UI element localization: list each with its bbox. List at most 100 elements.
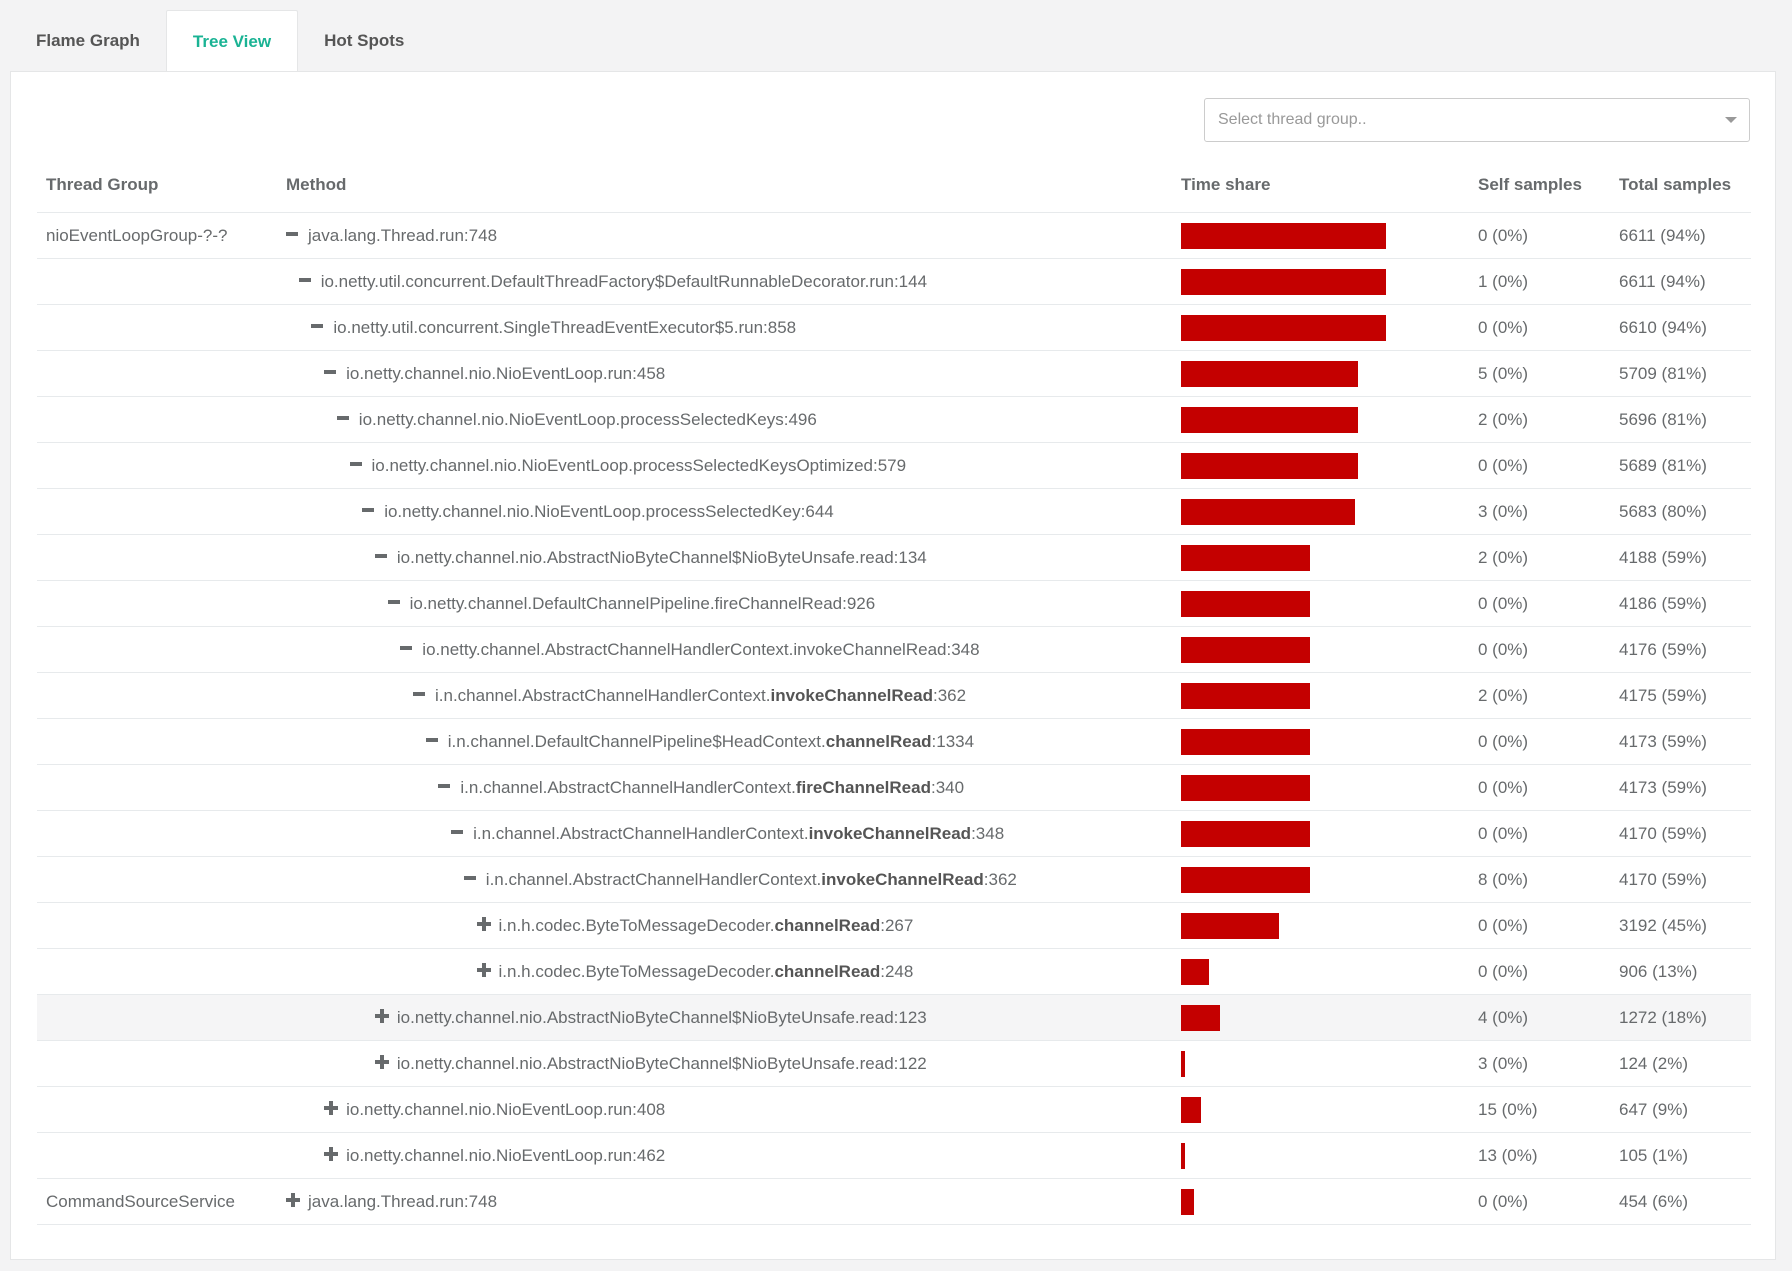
method-name: io.netty.channel.DefaultChannelPipeline.… bbox=[286, 594, 875, 613]
thread-group-cell bbox=[37, 948, 277, 995]
thread-group-cell bbox=[37, 810, 277, 857]
expand-icon[interactable] bbox=[476, 917, 491, 932]
expand-icon[interactable] bbox=[324, 1101, 339, 1116]
tab-hot-spots[interactable]: Hot Spots bbox=[324, 31, 405, 50]
method-name-bold: invokeChannelRead bbox=[821, 869, 984, 889]
method-name-prefix: io.netty.channel.nio.NioEventLoop.proces… bbox=[384, 501, 834, 521]
method-name-bold: invokeChannelRead bbox=[770, 685, 933, 705]
table-row[interactable]: io.netty.channel.DefaultChannelPipeline.… bbox=[37, 580, 1751, 627]
thread-group-select[interactable]: Select thread group.. bbox=[1204, 98, 1750, 142]
method-name-prefix: java.lang.Thread.run:748 bbox=[308, 1191, 498, 1211]
collapse-icon[interactable] bbox=[286, 228, 298, 240]
thread-group-select-placeholder: Select thread group.. bbox=[1218, 111, 1367, 128]
table-row[interactable]: i.n.channel.AbstractChannelHandlerContex… bbox=[37, 764, 1751, 811]
table-row[interactable]: io.netty.util.concurrent.SingleThreadEve… bbox=[37, 304, 1751, 351]
table-row[interactable]: i.n.h.codec.ByteToMessageDecoder.channel… bbox=[37, 948, 1751, 995]
table-row[interactable]: io.netty.channel.AbstractChannelHandlerC… bbox=[37, 626, 1751, 673]
time-share-cell bbox=[1172, 672, 1469, 719]
table-row[interactable]: io.netty.channel.nio.AbstractNioByteChan… bbox=[37, 534, 1751, 581]
method-cell: io.netty.channel.nio.NioEventLoop.proces… bbox=[277, 396, 1172, 443]
time-share-cell bbox=[1172, 258, 1469, 305]
table-row[interactable]: nioEventLoopGroup-?-? java.lang.Thread.ru… bbox=[37, 212, 1751, 259]
time-share-bar bbox=[1181, 360, 1358, 387]
self-samples-cell: 0 (0%) bbox=[1469, 764, 1610, 811]
table-row[interactable]: io.netty.channel.nio.AbstractNioByteChan… bbox=[37, 1040, 1751, 1087]
method-name-prefix: io.netty.channel.DefaultChannelPipeline.… bbox=[409, 593, 876, 613]
collapse-icon[interactable] bbox=[311, 320, 324, 332]
table-row[interactable]: CommandSourceService java.lang.Thread.run… bbox=[37, 1178, 1751, 1225]
collapse-icon[interactable] bbox=[438, 780, 451, 792]
time-share-cell bbox=[1172, 1040, 1469, 1087]
collapse-icon[interactable] bbox=[400, 642, 413, 654]
self-samples-cell: 2 (0%) bbox=[1469, 396, 1610, 443]
method-name: io.netty.channel.AbstractChannelHandlerC… bbox=[286, 640, 980, 659]
table-row[interactable]: io.netty.util.concurrent.DefaultThreadFa… bbox=[37, 258, 1751, 305]
method-name: java.lang.Thread.run:748 bbox=[286, 226, 497, 245]
expand-icon[interactable] bbox=[286, 1193, 300, 1208]
tab-bar: Flame Graph Tree View Hot Spots bbox=[10, 10, 430, 72]
time-share-cell bbox=[1172, 1086, 1469, 1133]
collapse-icon[interactable] bbox=[413, 688, 425, 700]
table-row[interactable]: i.n.channel.AbstractChannelHandlerContex… bbox=[37, 672, 1751, 719]
method-name-prefix: i.n.channel.DefaultChannelPipeline$HeadC… bbox=[447, 731, 826, 751]
thread-group-cell bbox=[37, 534, 277, 581]
thread-group-cell bbox=[37, 488, 277, 535]
expand-icon[interactable] bbox=[374, 1009, 389, 1024]
collapse-icon[interactable] bbox=[451, 826, 464, 838]
thread-group-cell bbox=[37, 580, 277, 627]
method-name: i.n.h.codec.ByteToMessageDecoder.channel… bbox=[286, 962, 913, 981]
tab-flame-graph[interactable]: Flame Graph bbox=[36, 31, 140, 50]
total-samples-cell: 5696 (81%) bbox=[1610, 396, 1751, 443]
time-share-cell bbox=[1172, 764, 1469, 811]
tab-tree-view[interactable]: Tree View bbox=[165, 10, 299, 72]
time-share-bar bbox=[1181, 406, 1358, 433]
collapse-icon[interactable] bbox=[463, 872, 476, 884]
collapse-icon[interactable] bbox=[374, 550, 387, 562]
collapse-icon[interactable] bbox=[336, 412, 349, 424]
table-row[interactable]: io.netty.channel.nio.NioEventLoop.proces… bbox=[37, 488, 1751, 535]
time-share-cell bbox=[1172, 1132, 1469, 1179]
expand-icon[interactable] bbox=[324, 1147, 339, 1162]
table-body: nioEventLoopGroup-?-? java.lang.Thread.ru… bbox=[37, 212, 1751, 1225]
table-row[interactable]: io.netty.channel.nio.NioEventLoop.proces… bbox=[37, 442, 1751, 489]
table-row[interactable]: io.netty.channel.nio.NioEventLoop.run:46… bbox=[37, 1132, 1751, 1179]
table-row[interactable]: i.n.h.codec.ByteToMessageDecoder.channel… bbox=[37, 902, 1751, 949]
table-row[interactable]: i.n.channel.AbstractChannelHandlerContex… bbox=[37, 810, 1751, 857]
method-cell: java.lang.Thread.run:748 bbox=[277, 212, 1172, 259]
self-samples-cell: 2 (0%) bbox=[1469, 672, 1610, 719]
method-cell: io.netty.channel.nio.AbstractNioByteChan… bbox=[277, 534, 1172, 581]
method-name-prefix: io.netty.channel.nio.AbstractNioByteChan… bbox=[396, 1007, 927, 1027]
expand-icon[interactable] bbox=[476, 963, 491, 978]
table-row[interactable]: i.n.channel.DefaultChannelPipeline$HeadC… bbox=[37, 718, 1751, 765]
method-name-prefix: io.netty.channel.nio.NioEventLoop.run:45… bbox=[346, 363, 666, 383]
method-name-prefix: io.netty.channel.nio.NioEventLoop.proces… bbox=[371, 455, 907, 475]
method-cell: io.netty.channel.nio.NioEventLoop.proces… bbox=[277, 488, 1172, 535]
collapse-icon[interactable] bbox=[298, 274, 311, 286]
method-name-prefix: io.netty.channel.nio.AbstractNioByteChan… bbox=[396, 1053, 927, 1073]
method-cell: io.netty.channel.AbstractChannelHandlerC… bbox=[277, 626, 1172, 673]
collapse-icon[interactable] bbox=[362, 504, 375, 516]
expand-icon[interactable] bbox=[374, 1055, 389, 1070]
table-row[interactable]: i.n.channel.AbstractChannelHandlerContex… bbox=[37, 856, 1751, 903]
thread-group-cell bbox=[37, 396, 277, 443]
header-thread-group: Thread Group bbox=[37, 158, 277, 213]
table-row[interactable]: io.netty.channel.nio.NioEventLoop.run:45… bbox=[37, 350, 1751, 397]
method-name-prefix: i.n.channel.AbstractChannelHandlerContex… bbox=[473, 823, 809, 843]
collapse-icon[interactable] bbox=[349, 458, 362, 470]
method-cell: i.n.h.codec.ByteToMessageDecoder.channel… bbox=[277, 948, 1172, 995]
collapse-icon[interactable] bbox=[324, 366, 337, 378]
method-name: io.netty.channel.nio.NioEventLoop.proces… bbox=[286, 502, 834, 521]
method-cell: io.netty.util.concurrent.SingleThreadEve… bbox=[277, 304, 1172, 351]
table-row[interactable]: io.netty.channel.nio.NioEventLoop.proces… bbox=[37, 396, 1751, 443]
table-row[interactable]: io.netty.channel.nio.AbstractNioByteChan… bbox=[37, 994, 1751, 1041]
time-share-cell bbox=[1172, 902, 1469, 949]
time-share-cell bbox=[1172, 718, 1469, 765]
table-row[interactable]: io.netty.channel.nio.NioEventLoop.run:40… bbox=[37, 1086, 1751, 1133]
thread-group-cell bbox=[37, 442, 277, 489]
method-name-prefix: io.netty.util.concurrent.DefaultThreadFa… bbox=[320, 271, 928, 291]
thread-group-cell bbox=[37, 258, 277, 305]
time-share-bar bbox=[1181, 636, 1310, 663]
collapse-icon[interactable] bbox=[425, 734, 438, 746]
collapse-icon[interactable] bbox=[387, 596, 400, 608]
total-samples-cell: 1272 (18%) bbox=[1610, 994, 1751, 1041]
